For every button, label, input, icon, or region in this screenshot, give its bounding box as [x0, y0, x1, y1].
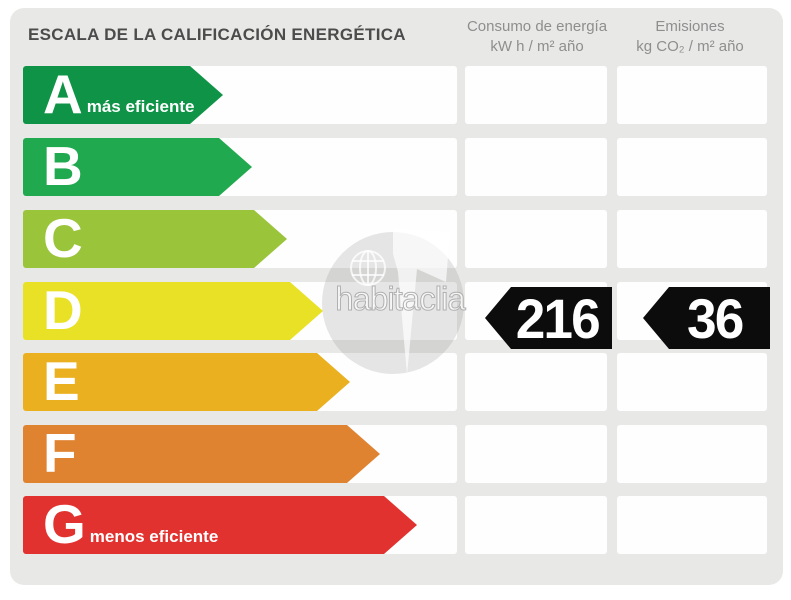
consumption-value-marker: 216 [485, 287, 612, 349]
column-header-consumption-name: Consumo de energía [466, 18, 608, 35]
rating-letter: G [43, 493, 86, 555]
column-header-consumption: Consumo de energía kW h / m² año [452, 17, 622, 57]
consumption-cell [465, 210, 607, 268]
emissions-value: 36 [687, 286, 744, 350]
scale-row-e: E [10, 353, 783, 411]
emissions-cell [617, 66, 767, 124]
rating-letter: B [43, 135, 83, 197]
column-header-consumption-unit: kW h / m² año [490, 38, 584, 55]
rating-note: menos eficiente [89, 527, 219, 546]
column-header-emissions: Emisiones kg CO₂ / m² año [605, 17, 775, 57]
rating-note: más eficiente [86, 97, 195, 116]
consumption-cell [465, 353, 607, 411]
scale-row-c: C [10, 210, 783, 268]
rating-arrow-e: E [23, 353, 350, 411]
page-title: ESCALA DE LA CALIFICACIÓN ENERGÉTICA [28, 25, 406, 44]
emissions-cell [617, 210, 767, 268]
consumption-cell [465, 138, 607, 196]
rating-arrow-c: C [23, 210, 287, 268]
emissions-cell [617, 353, 767, 411]
rating-letter: A [43, 63, 83, 125]
rating-arrow-f: F [23, 425, 380, 483]
rating-letter: E [43, 350, 80, 412]
consumption-cell [465, 66, 607, 124]
rating-letter: C [43, 207, 83, 269]
emissions-cell [617, 496, 767, 554]
scale-row-b: B [10, 138, 783, 196]
scale-row-g: G menos eficiente [10, 496, 783, 554]
emissions-value-marker: 36 [643, 287, 770, 349]
energy-certificate-card: ESCALA DE LA CALIFICACIÓN ENERGÉTICA Con… [10, 8, 783, 585]
emissions-cell [617, 138, 767, 196]
scale-row-a: A más eficiente [10, 66, 783, 124]
consumption-cell [465, 496, 607, 554]
column-header-emissions-unit: kg CO₂ / m² año [636, 38, 744, 55]
rating-arrow-b: B [23, 138, 252, 196]
rating-letter: F [43, 422, 77, 484]
scale-row-f: F [10, 425, 783, 483]
consumption-value: 216 [515, 286, 601, 350]
rating-arrow-g: G menos eficiente [23, 496, 417, 554]
emissions-cell [617, 425, 767, 483]
rating-arrow-d: D [23, 282, 323, 340]
rating-letter: D [43, 279, 83, 341]
rating-arrow-a: A más eficiente [23, 66, 223, 124]
consumption-cell [465, 425, 607, 483]
column-header-emissions-name: Emisiones [655, 18, 725, 35]
